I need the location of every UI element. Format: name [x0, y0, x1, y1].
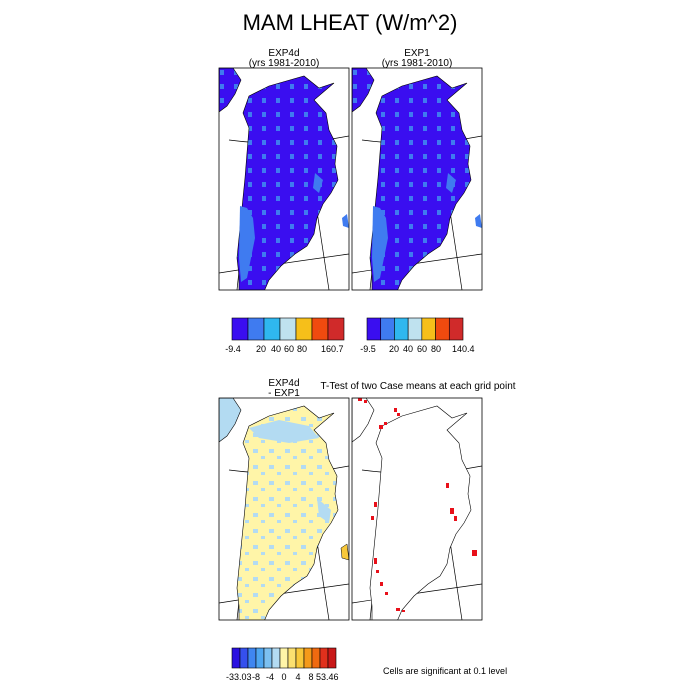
- map-ttest: [352, 398, 482, 620]
- colorbar-diff-label: 53.46: [316, 672, 339, 682]
- significant-cells: [358, 398, 477, 612]
- panel-title-ttest: T-Test of two Case means at each grid po…: [320, 381, 516, 392]
- panel-title-exp1-line1: EXP1: [404, 48, 430, 59]
- panel-title-exp4d: EXP4d (yrs 1981-2010): [219, 49, 349, 69]
- colorbar-exp4d-label: 60: [283, 344, 294, 354]
- panel-title-exp1-line2: (yrs 1981-2010): [381, 58, 453, 69]
- colorbar-diff-label: -33.03: [226, 672, 252, 682]
- colorbar-exp4d-label: 40: [270, 344, 281, 354]
- colorbar-diff-cell: [327, 647, 337, 669]
- colorbar-exp4d-cell: [279, 317, 297, 341]
- colorbar-diff-cell: [319, 647, 329, 669]
- colorbar-diff-label: -4: [265, 672, 274, 682]
- colorbar-exp4d-label: 160.7: [321, 344, 344, 354]
- colorbar-diff-label: 0: [281, 672, 287, 682]
- colorbar-diff-cell: [263, 647, 273, 669]
- significance-note: Cells are significant at 0.1 level: [383, 666, 508, 676]
- colorbar-exp4d-cell: [295, 317, 313, 341]
- frame-ttest: [351, 397, 483, 621]
- colorbar-exp1-cell: [407, 317, 423, 341]
- colorbar-exp4d-label: 80: [296, 344, 307, 354]
- colorbar-diff-label: 4: [295, 672, 301, 682]
- colorbar-diff-cell: [271, 647, 281, 669]
- colorbar-exp1-cell: [394, 317, 409, 341]
- colorbar-exp1-cell: [435, 317, 450, 341]
- map-exp1: [352, 68, 482, 290]
- colorbar-exp1-cell: [366, 317, 382, 341]
- colorbar-exp4d-cell: [231, 317, 249, 341]
- map-diff: [219, 398, 349, 620]
- frame-exp1: [351, 67, 483, 291]
- colorbar-exp1-label: 80: [430, 344, 441, 354]
- colorbar-exp1-label: -9.5: [360, 344, 376, 354]
- colorbar-exp1-cell: [421, 317, 436, 341]
- colorbar-exp4d-cell: [327, 317, 345, 341]
- colorbar-exp4d-label: -9.4: [225, 344, 241, 354]
- colorbar-diff-cell: [287, 647, 297, 669]
- panel-title-exp4d-line1: EXP4d: [268, 48, 300, 59]
- colorbar-exp1-label: 20: [388, 344, 399, 354]
- frame-exp4d: [218, 67, 350, 291]
- colorbar-diff-cell: [295, 647, 305, 669]
- colorbar-diff-cell: [279, 647, 289, 669]
- colorbar-diff-cell: [255, 647, 265, 669]
- figure-title: MAM LHEAT (W/m^2): [242, 10, 458, 35]
- colorbar-exp4d-label: 20: [255, 344, 266, 354]
- colorbar-exp4d: [231, 317, 345, 341]
- colorbar-exp4d-cell: [311, 317, 329, 341]
- panel-title-diff-line2: - EXP1: [268, 388, 300, 399]
- colorbar-exp4d-cell: [263, 317, 281, 341]
- colorbar-exp1: [366, 317, 464, 341]
- colorbar-exp1-cell: [448, 317, 464, 341]
- colorbar-diff-label: -8: [251, 672, 260, 682]
- colorbar-exp4d-cell: [247, 317, 265, 341]
- colorbar-diff-cell: [247, 647, 257, 669]
- colorbar-diff-label: 8: [308, 672, 314, 682]
- colorbar-diff-cell: [239, 647, 249, 669]
- panel-title-diff: EXP4d - EXP1: [219, 379, 349, 399]
- colorbar-diff: [231, 647, 337, 669]
- panel-title-diff-line1: EXP4d: [268, 378, 300, 389]
- colorbar-exp1-label: 60: [416, 344, 427, 354]
- panel-title-exp4d-line2: (yrs 1981-2010): [248, 58, 320, 69]
- panel-title-exp1: EXP1 (yrs 1981-2010): [352, 49, 482, 69]
- colorbar-exp1-label: 40: [402, 344, 413, 354]
- map-exp4d: [219, 68, 349, 290]
- colorbar-diff-cell: [231, 647, 241, 669]
- colorbar-exp1-label: 140.4: [452, 344, 475, 354]
- colorbar-diff-cell: [303, 647, 313, 669]
- colorbar-exp1-cell: [380, 317, 395, 341]
- frame-diff: [218, 397, 350, 621]
- colorbar-diff-cell: [311, 647, 321, 669]
